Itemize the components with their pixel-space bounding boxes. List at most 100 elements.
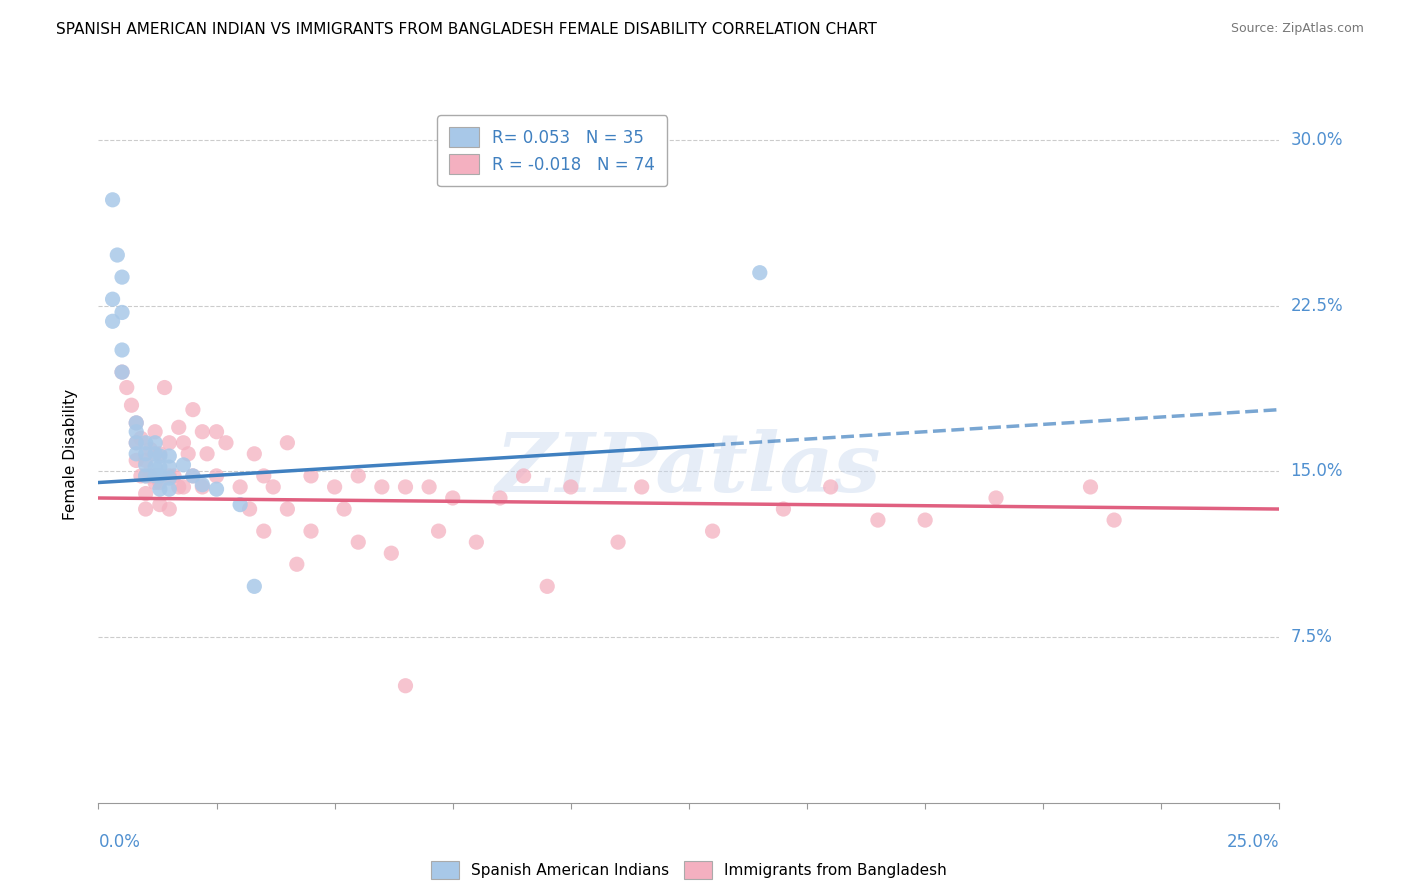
Point	[125, 453, 148, 467]
Point	[191, 480, 214, 494]
Point	[441, 491, 464, 505]
Point	[129, 469, 152, 483]
Point	[125, 435, 148, 450]
Point	[149, 449, 172, 463]
Point	[111, 365, 134, 379]
Point	[427, 524, 450, 538]
Point	[125, 425, 148, 439]
Point	[172, 435, 194, 450]
Point	[914, 513, 936, 527]
Point	[135, 458, 157, 472]
Point	[630, 480, 652, 494]
Point	[139, 469, 162, 483]
Legend: Spanish American Indians, Immigrants from Bangladesh: Spanish American Indians, Immigrants fro…	[425, 855, 953, 886]
Point	[229, 498, 252, 512]
Point	[111, 365, 134, 379]
Point	[101, 193, 124, 207]
Point	[607, 535, 630, 549]
Point	[276, 502, 298, 516]
Point	[135, 486, 157, 500]
Point	[229, 480, 252, 494]
Point	[163, 469, 186, 483]
Point	[394, 679, 416, 693]
Text: 15.0%: 15.0%	[1291, 462, 1343, 481]
Point	[347, 535, 370, 549]
Point	[1102, 513, 1125, 527]
Point	[772, 502, 794, 516]
Point	[181, 469, 204, 483]
Point	[157, 502, 180, 516]
Point	[149, 460, 172, 475]
Point	[489, 491, 512, 505]
Text: 0.0%: 0.0%	[98, 833, 141, 851]
Point	[143, 425, 166, 439]
Text: 7.5%: 7.5%	[1291, 628, 1333, 646]
Point	[157, 482, 180, 496]
Point	[748, 266, 770, 280]
Text: 22.5%: 22.5%	[1291, 297, 1343, 315]
Point	[243, 579, 266, 593]
Point	[125, 447, 148, 461]
Point	[167, 420, 190, 434]
Text: Source: ZipAtlas.com: Source: ZipAtlas.com	[1230, 22, 1364, 36]
Point	[299, 469, 322, 483]
Point	[135, 469, 157, 483]
Point	[181, 402, 204, 417]
Point	[195, 447, 218, 461]
Point	[702, 524, 724, 538]
Text: 25.0%: 25.0%	[1227, 833, 1279, 851]
Point	[262, 480, 284, 494]
Point	[135, 447, 157, 461]
Text: SPANISH AMERICAN INDIAN VS IMMIGRANTS FROM BANGLADESH FEMALE DISABILITY CORRELAT: SPANISH AMERICAN INDIAN VS IMMIGRANTS FR…	[56, 22, 877, 37]
Point	[205, 425, 228, 439]
Point	[125, 416, 148, 430]
Point	[276, 435, 298, 450]
Text: 30.0%: 30.0%	[1291, 131, 1343, 149]
Point	[111, 343, 134, 357]
Point	[143, 460, 166, 475]
Point	[135, 453, 157, 467]
Point	[253, 524, 276, 538]
Point	[560, 480, 582, 494]
Point	[135, 435, 157, 450]
Point	[418, 480, 440, 494]
Point	[105, 248, 128, 262]
Point	[143, 475, 166, 490]
Point	[135, 469, 157, 483]
Point	[157, 469, 180, 483]
Point	[205, 469, 228, 483]
Point	[149, 498, 172, 512]
Point	[121, 398, 143, 412]
Point	[536, 579, 558, 593]
Point	[101, 314, 124, 328]
Point	[172, 480, 194, 494]
Point	[1080, 480, 1102, 494]
Point	[347, 469, 370, 483]
Point	[820, 480, 842, 494]
Point	[157, 449, 180, 463]
Point	[465, 535, 488, 549]
Point	[143, 447, 166, 461]
Point	[243, 447, 266, 461]
Point	[380, 546, 402, 560]
Point	[191, 425, 214, 439]
Point	[157, 471, 180, 485]
Point	[323, 480, 346, 494]
Point	[253, 469, 276, 483]
Point	[299, 524, 322, 538]
Point	[285, 558, 308, 572]
Point	[129, 431, 152, 445]
Point	[111, 270, 134, 285]
Point	[149, 482, 172, 496]
Point	[101, 292, 124, 306]
Point	[191, 477, 214, 491]
Point	[984, 491, 1007, 505]
Point	[181, 469, 204, 483]
Point	[149, 469, 172, 483]
Point	[143, 469, 166, 483]
Point	[135, 502, 157, 516]
Point	[172, 458, 194, 472]
Point	[115, 380, 138, 394]
Text: ZIPatlas: ZIPatlas	[496, 429, 882, 508]
Point	[239, 502, 262, 516]
